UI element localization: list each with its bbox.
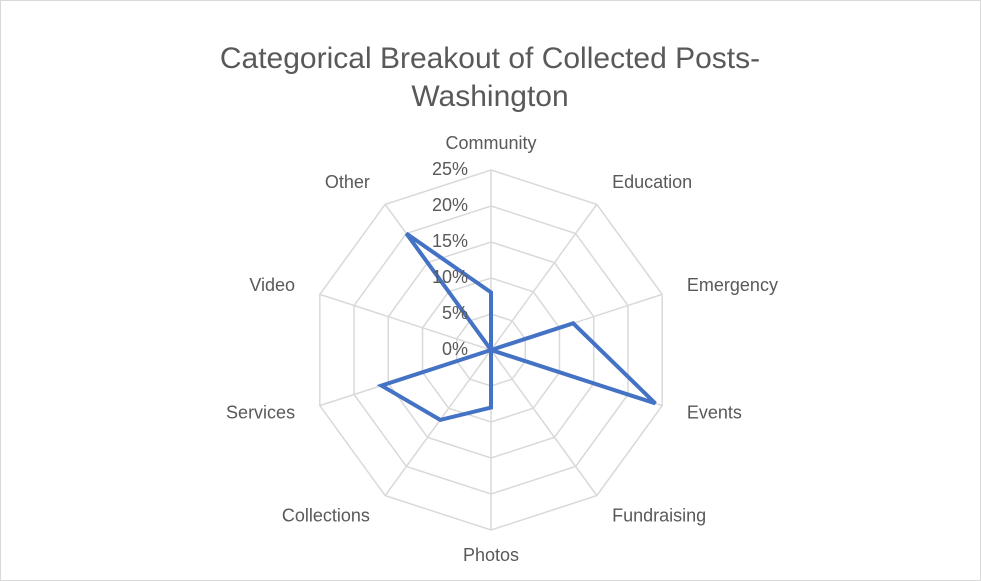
category-label: Emergency (687, 275, 778, 295)
category-label: Photos (463, 545, 519, 565)
spoke (490, 203, 598, 351)
chart-title: Categorical Breakout of Collected Posts-… (219, 42, 761, 113)
category-label: Community (445, 133, 536, 153)
y-tick-label: 25% (432, 159, 468, 179)
category-label: Video (249, 275, 295, 295)
y-tick-label: 0% (442, 339, 468, 359)
category-label: Events (687, 402, 742, 422)
series-line (376, 231, 657, 423)
y-tick-label: 15% (432, 231, 468, 251)
category-label: Other (325, 172, 370, 192)
y-tick-label: 20% (432, 195, 468, 215)
category-label: Education (612, 172, 692, 192)
spoke (490, 349, 598, 497)
spoke (384, 349, 492, 497)
category-label: Services (226, 402, 295, 422)
spoke (319, 293, 492, 351)
y-tick-label: 10% (432, 267, 468, 287)
category-label: Collections (282, 505, 370, 525)
category-label: Fundraising (612, 505, 706, 525)
y-tick-label: 5% (442, 303, 468, 323)
